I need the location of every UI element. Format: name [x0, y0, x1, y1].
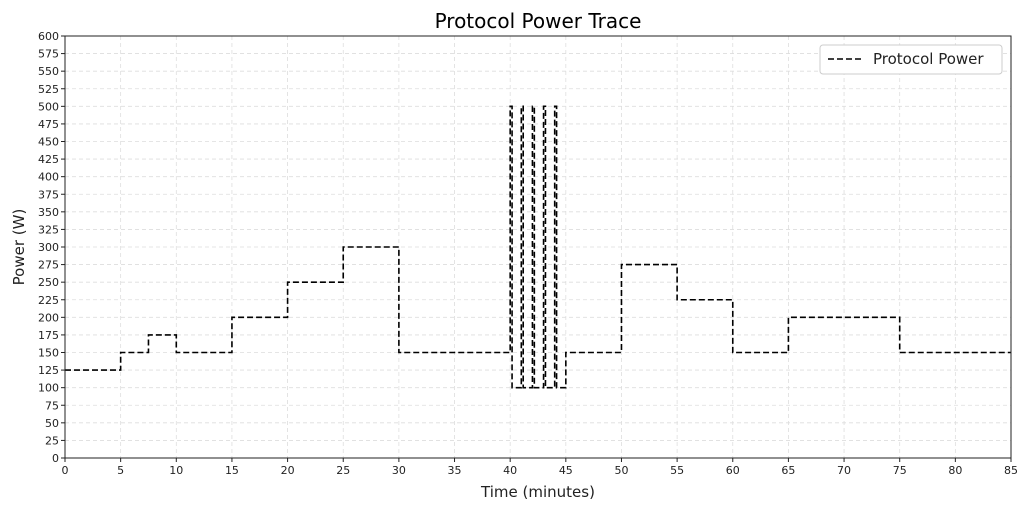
- x-tick-label: 40: [503, 464, 517, 477]
- y-tick-label: 125: [38, 364, 59, 377]
- x-tick-label: 10: [169, 464, 183, 477]
- y-tick-label: 100: [38, 382, 59, 395]
- y-tick-label: 225: [38, 294, 59, 307]
- chart-title: Protocol Power Trace: [435, 9, 642, 33]
- x-tick-label: 80: [948, 464, 962, 477]
- grid: [64, 35, 1012, 459]
- x-tick-label: 45: [559, 464, 573, 477]
- y-tick-label: 325: [38, 223, 59, 236]
- y-tick-label: 250: [38, 276, 59, 289]
- y-tick-label: 150: [38, 347, 59, 360]
- y-tick-label: 375: [38, 188, 59, 201]
- x-tick-label: 75: [893, 464, 907, 477]
- y-tick-label: 525: [38, 83, 59, 96]
- series-protocol-power: [65, 105, 1011, 389]
- legend: Protocol Power: [819, 44, 1003, 75]
- y-tick-label: 500: [38, 100, 59, 113]
- y-tick-label: 75: [45, 399, 59, 412]
- legend-box: [819, 44, 1003, 75]
- x-tick-label: 20: [281, 464, 295, 477]
- x-tick-label: 30: [392, 464, 406, 477]
- y-tick-label: 50: [45, 417, 59, 430]
- y-axis-label: Power (W): [10, 209, 28, 286]
- x-tick-label: 15: [225, 464, 239, 477]
- x-tick-label: 25: [336, 464, 350, 477]
- x-axis-label: Time (minutes): [480, 483, 595, 501]
- y-tick-label: 350: [38, 206, 59, 219]
- y-tick-label: 425: [38, 153, 59, 166]
- x-tick-label: 0: [62, 464, 69, 477]
- x-tick-label: 85: [1004, 464, 1018, 477]
- x-tick-label: 50: [614, 464, 628, 477]
- x-tick-label: 55: [670, 464, 684, 477]
- x-tick-label: 70: [837, 464, 851, 477]
- y-tick-label: 25: [45, 434, 59, 447]
- y-tick-label: 275: [38, 259, 59, 272]
- y-tick-label: 600: [38, 30, 59, 43]
- x-tick-label: 60: [726, 464, 740, 477]
- x-tick-label: 5: [117, 464, 124, 477]
- y-tick-label: 0: [52, 452, 59, 465]
- y-tick-label: 400: [38, 171, 59, 184]
- x-tick-label: 35: [448, 464, 462, 477]
- y-tick-label: 550: [38, 65, 59, 78]
- x-tick-label: 65: [781, 464, 795, 477]
- y-tick-label: 575: [38, 48, 59, 61]
- y-tick-label: 175: [38, 329, 59, 342]
- x-axis-ticks: 0 5 10 15 20 25 30 35 40 45 50 55 60 65 70 75 80 85: [62, 458, 1018, 477]
- y-tick-label: 200: [38, 311, 59, 324]
- y-tick-label: 300: [38, 241, 59, 254]
- y-tick-label: 450: [38, 136, 59, 149]
- y-axis-ticks: 0 25 50 75 100 125 150 175 200 225 250 275 300 325 350…: [38, 30, 65, 465]
- y-tick-label: 475: [38, 118, 59, 131]
- legend-label: Protocol Power: [873, 50, 984, 68]
